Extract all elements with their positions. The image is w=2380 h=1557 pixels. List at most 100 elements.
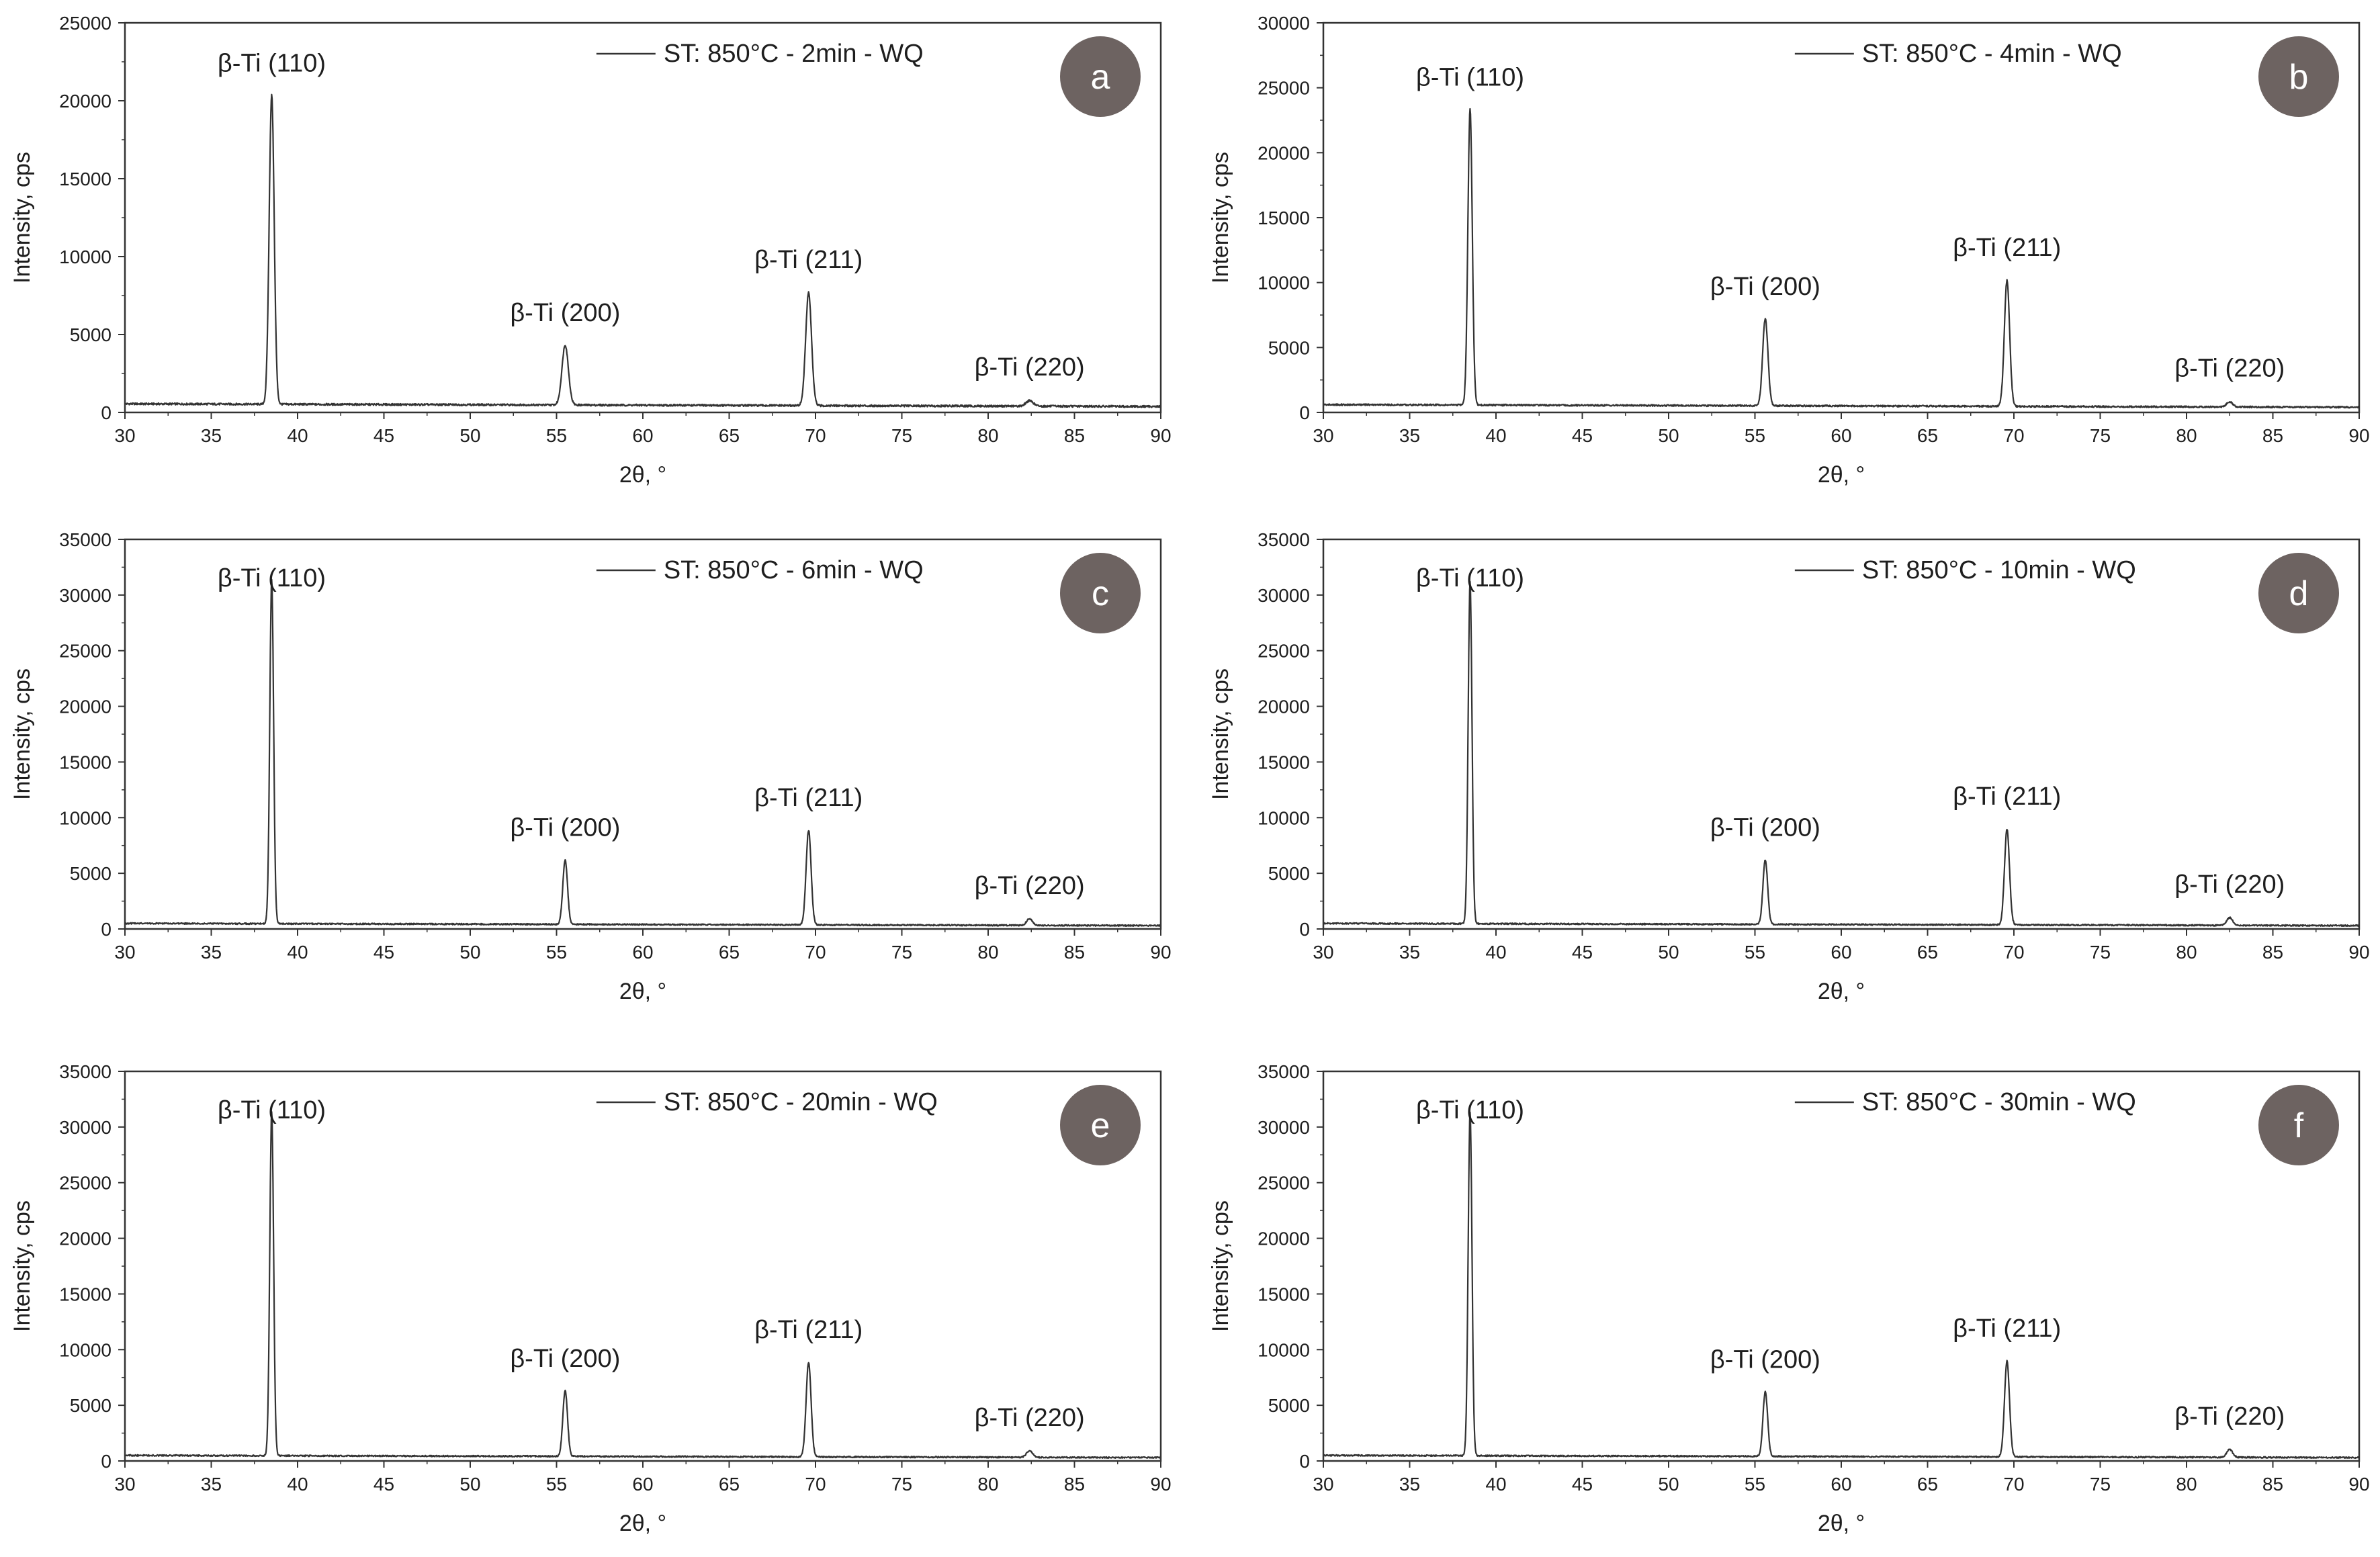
y-tick-label: 35000 (1258, 529, 1310, 550)
x-tick-label: 35 (1399, 942, 1420, 963)
x-tick-label: 60 (632, 425, 653, 446)
panel-badge (2258, 1085, 2339, 1165)
peak-label: β-Ti (200) (1710, 273, 1820, 301)
x-tick-label: 45 (1572, 942, 1593, 963)
peak-label: β-Ti (110) (1416, 564, 1524, 592)
legend-label: ST: 850°C - 4min - WQ (1862, 40, 2122, 68)
x-tick-label: 50 (1658, 1474, 1679, 1495)
x-tick-label: 70 (2003, 425, 2024, 446)
y-tick-label: 20000 (59, 1229, 112, 1249)
peak-label: β-Ti (200) (1710, 814, 1820, 842)
y-tick-label: 5000 (70, 324, 112, 345)
x-tick-label: 35 (1399, 425, 1420, 446)
x-tick-label: 40 (1485, 1474, 1506, 1495)
x-tick-label: 35 (201, 425, 222, 446)
x-tick-label: 55 (1745, 425, 1765, 446)
x-tick-label: 35 (1399, 1474, 1420, 1495)
y-axis-title: Intensity, cps (9, 1200, 35, 1332)
peak-label: β-Ti (110) (1416, 64, 1524, 92)
y-tick-label: 25000 (1258, 641, 1310, 662)
panel-badge (1060, 36, 1141, 117)
peak-label: β-Ti (200) (510, 1345, 620, 1373)
y-tick-label: 30000 (59, 1117, 112, 1138)
legend-label: ST: 850°C - 10min - WQ (1862, 556, 2136, 584)
y-tick-label: 15000 (1258, 208, 1310, 228)
x-tick-label: 85 (1064, 425, 1085, 446)
x-tick-label: 30 (1313, 425, 1333, 446)
y-tick-label: 0 (1299, 919, 1310, 940)
peak-label: β-Ti (220) (2174, 355, 2285, 383)
panel-a: 30 35 40 45 50 55 60 65 70 75 80 85 90 0 5000 10000 1500… (9, 13, 1172, 488)
xrd-trace (1323, 580, 2360, 928)
panel-badge-letter: d (2289, 574, 2309, 613)
xrd-trace (1323, 107, 2361, 409)
x-tick-label: 65 (719, 942, 740, 963)
x-tick-label: 50 (459, 425, 480, 446)
x-tick-label: 60 (632, 1474, 653, 1495)
x-tick-label: 70 (805, 1474, 826, 1495)
plot-frame (124, 1070, 1162, 1462)
x-tick-label: 80 (2176, 425, 2197, 446)
peak-label: β-Ti (211) (1953, 234, 2061, 262)
x-tick-label: 70 (805, 942, 826, 963)
x-tick-label: 85 (1064, 942, 1085, 963)
x-tick-label: 45 (373, 1474, 394, 1495)
x-tick-label: 85 (2262, 425, 2283, 446)
x-axis-title: 2θ, ° (1818, 1511, 1865, 1536)
y-tick-label: 30000 (1258, 1117, 1310, 1138)
x-tick-label: 75 (891, 1474, 912, 1495)
x-tick-label: 75 (891, 942, 912, 963)
x-tick-label: 30 (114, 942, 135, 963)
y-tick-label: 5000 (70, 863, 112, 884)
panel-badge (2258, 553, 2339, 633)
x-tick-label: 85 (2262, 1474, 2283, 1495)
peak-label: β-Ti (220) (975, 1404, 1085, 1432)
xrd-trace (124, 93, 1161, 408)
y-axis-title: Intensity, cps (9, 668, 35, 800)
y-tick-label: 10000 (1258, 1339, 1310, 1360)
x-tick-label: 55 (546, 425, 567, 446)
x-tick-label: 75 (891, 425, 912, 446)
legend-label: ST: 850°C - 30min - WQ (1862, 1088, 2136, 1116)
x-tick-label: 30 (114, 1474, 135, 1495)
y-tick-label: 25000 (59, 641, 112, 662)
x-tick-label: 30 (1313, 942, 1333, 963)
peak-label: β-Ti (211) (754, 246, 863, 274)
y-axis-title: Intensity, cps (1208, 152, 1233, 283)
y-tick-label: 10000 (59, 247, 112, 267)
x-tick-label: 60 (632, 942, 653, 963)
peak-label: β-Ti (220) (975, 353, 1085, 382)
peak-label: β-Ti (211) (1953, 1315, 2061, 1343)
y-tick-label: 10000 (1258, 807, 1310, 828)
y-tick-label: 35000 (1258, 1061, 1310, 1082)
x-tick-label: 75 (2090, 1474, 2111, 1495)
x-tick-label: 55 (546, 1474, 567, 1495)
x-tick-label: 45 (373, 942, 394, 963)
y-tick-label: 20000 (1258, 142, 1310, 163)
y-axis-title: Intensity, cps (1208, 1200, 1233, 1332)
x-tick-label: 70 (805, 425, 826, 446)
panel-badge (1060, 553, 1141, 633)
xrd-trace (124, 578, 1162, 928)
peak-label: β-Ti (211) (1953, 783, 2061, 811)
peak-label: β-Ti (200) (510, 814, 620, 842)
x-tick-label: 55 (1745, 942, 1765, 963)
y-tick-label: 15000 (1258, 752, 1310, 772)
x-tick-label: 50 (1658, 425, 1679, 446)
y-tick-label: 25000 (59, 13, 112, 34)
x-tick-label: 55 (546, 942, 567, 963)
panel-b: 30 35 40 45 50 55 60 65 70 75 80 85 90 0 5000 10000 1500… (1208, 13, 2370, 488)
peak-label: β-Ti (220) (2174, 1403, 2285, 1431)
x-tick-label: 75 (2090, 425, 2111, 446)
y-tick-label: 5000 (1268, 337, 1310, 358)
x-tick-label: 80 (977, 942, 998, 963)
x-tick-label: 65 (1917, 1474, 1938, 1495)
y-tick-label: 30000 (59, 585, 112, 606)
x-tick-label: 40 (287, 942, 308, 963)
peak-label: β-Ti (110) (218, 1096, 326, 1124)
panel-c: 30 35 40 45 50 55 60 65 70 75 80 85 90 0 5000 10000 1500… (9, 529, 1172, 1004)
xrd-trace (1323, 1111, 2360, 1460)
x-tick-label: 90 (1150, 425, 1171, 446)
x-tick-label: 35 (201, 1474, 222, 1495)
y-tick-label: 0 (101, 1451, 112, 1472)
